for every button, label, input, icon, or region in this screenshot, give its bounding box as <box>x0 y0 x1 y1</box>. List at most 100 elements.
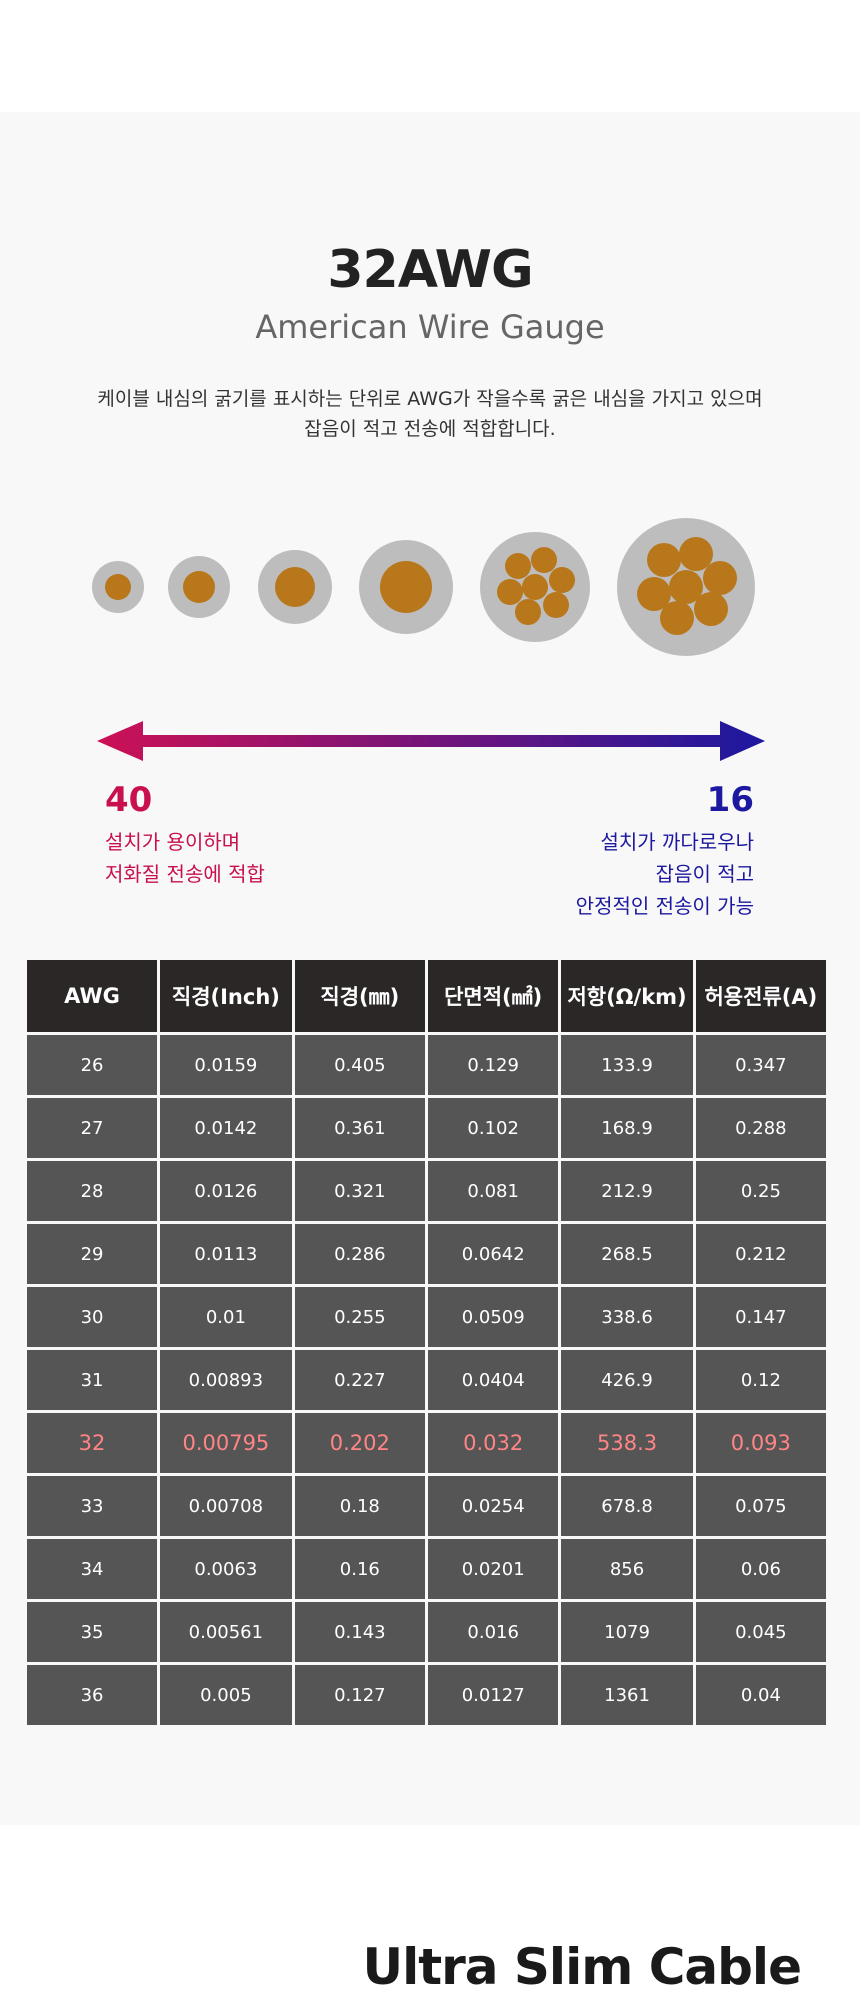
table-cell: 0.0509 <box>427 1287 559 1347</box>
table-cell: 0.361 <box>294 1098 425 1158</box>
table-row: 27 0.0142 0.361 0.102 168.9 0.288 <box>27 1098 826 1158</box>
table-cell: 32 <box>27 1413 158 1473</box>
table-row: 26 0.0159 0.405 0.129 133.9 0.347 <box>27 1035 826 1095</box>
table-row: 32 0.00795 0.202 0.032 538.3 0.093 <box>27 1413 826 1473</box>
column-header: 저항(Ω/km) <box>561 960 693 1032</box>
column-header: 직경(Inch) <box>160 960 292 1032</box>
table-cell: 0.00561 <box>160 1602 292 1662</box>
awg-table: AWG 직경(Inch) 직경(㎜) 단면적(㎟) 저항(Ω/km) 허용전류(A) 26 0… <box>24 957 829 1728</box>
table-cell: 0.032 <box>427 1413 559 1473</box>
table-cell: 0.093 <box>695 1413 826 1473</box>
table-row: 36 0.005 0.127 0.0127 1361 0.04 <box>27 1665 826 1725</box>
table-cell: 0.0063 <box>160 1539 292 1599</box>
table-cell: 538.3 <box>561 1413 693 1473</box>
description: 잡음이 적고 전송에 적합합니다. <box>304 418 556 440</box>
table-cell: 0.321 <box>294 1161 425 1221</box>
table-row: 33 0.00708 0.18 0.0254 678.8 0.075 <box>27 1476 826 1536</box>
header-row: AWG 직경(Inch) 직경(㎜) 단면적(㎟) 저항(Ω/km) 허용전류(A) <box>27 960 826 1032</box>
table-cell: 35 <box>27 1602 158 1662</box>
table-cell: 0.0127 <box>427 1665 559 1725</box>
table-cell: 0.075 <box>695 1476 826 1536</box>
table-cell: 0.0159 <box>160 1035 292 1095</box>
table-row: 31 0.00893 0.227 0.0404 426.9 0.12 <box>27 1350 826 1410</box>
table-cell: 0.0642 <box>427 1224 559 1284</box>
table-cell: 26 <box>27 1035 158 1095</box>
title: 32AWG <box>327 240 533 300</box>
table-cell: 0.288 <box>695 1098 826 1158</box>
table-cell: 0.102 <box>427 1098 559 1158</box>
table-cell: 0.016 <box>427 1602 559 1662</box>
table-cell: 0.0113 <box>160 1224 292 1284</box>
subtitle: American Wire Gauge <box>255 308 605 346</box>
note-line: 설치가 용이하며 <box>105 830 241 854</box>
table-cell: 0.01 <box>160 1287 292 1347</box>
note-line: 설치가 까다로우나 <box>600 830 754 854</box>
table-row: 28 0.0126 0.321 0.081 212.9 0.25 <box>27 1161 826 1221</box>
table-cell: 0.202 <box>294 1413 425 1473</box>
table-cell: 0.286 <box>294 1224 425 1284</box>
column-header: AWG <box>27 960 158 1032</box>
table-cell: 0.25 <box>695 1161 826 1221</box>
table-cell: 0.0254 <box>427 1476 559 1536</box>
table-cell: 678.8 <box>561 1476 693 1536</box>
table-cell: 0.0201 <box>427 1539 559 1599</box>
table-cell: 33 <box>27 1476 158 1536</box>
wire-cores <box>105 537 737 635</box>
table-cell: 0.0404 <box>427 1350 559 1410</box>
description: 케이블 내심의 굵기를 표시하는 단위로 AWG가 작을수록 굵은 내심을 가지… <box>97 388 763 410</box>
table-cell: 29 <box>27 1224 158 1284</box>
note-line: 잡음이 적고 <box>655 862 754 886</box>
table-row: 34 0.0063 0.16 0.0201 856 0.06 <box>27 1539 826 1599</box>
table-cell: 31 <box>27 1350 158 1410</box>
table-cell: 0.212 <box>695 1224 826 1284</box>
column-header: 직경(㎜) <box>294 960 425 1032</box>
table-cell: 0.147 <box>695 1287 826 1347</box>
table-cell: 0.405 <box>294 1035 425 1095</box>
table-cell: 0.04 <box>695 1665 826 1725</box>
table-cell: 0.18 <box>294 1476 425 1536</box>
table-cell: 856 <box>561 1539 693 1599</box>
table-cell: 0.00795 <box>160 1413 292 1473</box>
table-cell: 0.12 <box>695 1350 826 1410</box>
table-cell: 0.00893 <box>160 1350 292 1410</box>
table-cell: 1079 <box>561 1602 693 1662</box>
table-cell: 0.129 <box>427 1035 559 1095</box>
table-cell: 36 <box>27 1665 158 1725</box>
table-cell: 168.9 <box>561 1098 693 1158</box>
table-cell: 34 <box>27 1539 158 1599</box>
table-row: 30 0.01 0.255 0.0509 338.6 0.147 <box>27 1287 826 1347</box>
table-cell: 212.9 <box>561 1161 693 1221</box>
table-cell: 1361 <box>561 1665 693 1725</box>
table-cell: 0.255 <box>294 1287 425 1347</box>
max-gauge: 16 <box>706 780 754 820</box>
table-cell: 28 <box>27 1161 158 1221</box>
table-cell: 338.6 <box>561 1287 693 1347</box>
table-cell: 0.005 <box>160 1665 292 1725</box>
max-note: 설치가 까다로우나 잡음이 적고 안정적인 전송이 가능 <box>576 826 754 922</box>
table-cell: 0.06 <box>695 1539 826 1599</box>
column-header: 허용전류(A) <box>695 960 826 1032</box>
table-cell: 268.5 <box>561 1224 693 1284</box>
note-line: 저화질 전송에 적합 <box>105 862 265 886</box>
table-cell: 0.0126 <box>160 1161 292 1221</box>
table-cell: 0.045 <box>695 1602 826 1662</box>
table-cell: 0.127 <box>294 1665 425 1725</box>
table-cell: 0.16 <box>294 1539 425 1599</box>
table-cell: 426.9 <box>561 1350 693 1410</box>
table-cell: 0.00708 <box>160 1476 292 1536</box>
table-cell: 0.143 <box>294 1602 425 1662</box>
min-gauge: 40 <box>105 780 153 820</box>
table-cell: 0.227 <box>294 1350 425 1410</box>
note-line: 안정적인 전송이 가능 <box>575 894 754 918</box>
table-row: 29 0.0113 0.286 0.0642 268.5 0.212 <box>27 1224 826 1284</box>
table-cell: 133.9 <box>561 1035 693 1095</box>
table-cell: 27 <box>27 1098 158 1158</box>
table-row: 35 0.00561 0.143 0.016 1079 0.045 <box>27 1602 826 1662</box>
table-cell: 30 <box>27 1287 158 1347</box>
footer-title: Ultra Slim Cable <box>362 1938 802 1996</box>
table-cell: 0.347 <box>695 1035 826 1095</box>
table-cell: 0.081 <box>427 1161 559 1221</box>
arrow <box>97 721 765 761</box>
min-note: 설치가 용이하며 저화질 전송에 적합 <box>105 826 265 890</box>
